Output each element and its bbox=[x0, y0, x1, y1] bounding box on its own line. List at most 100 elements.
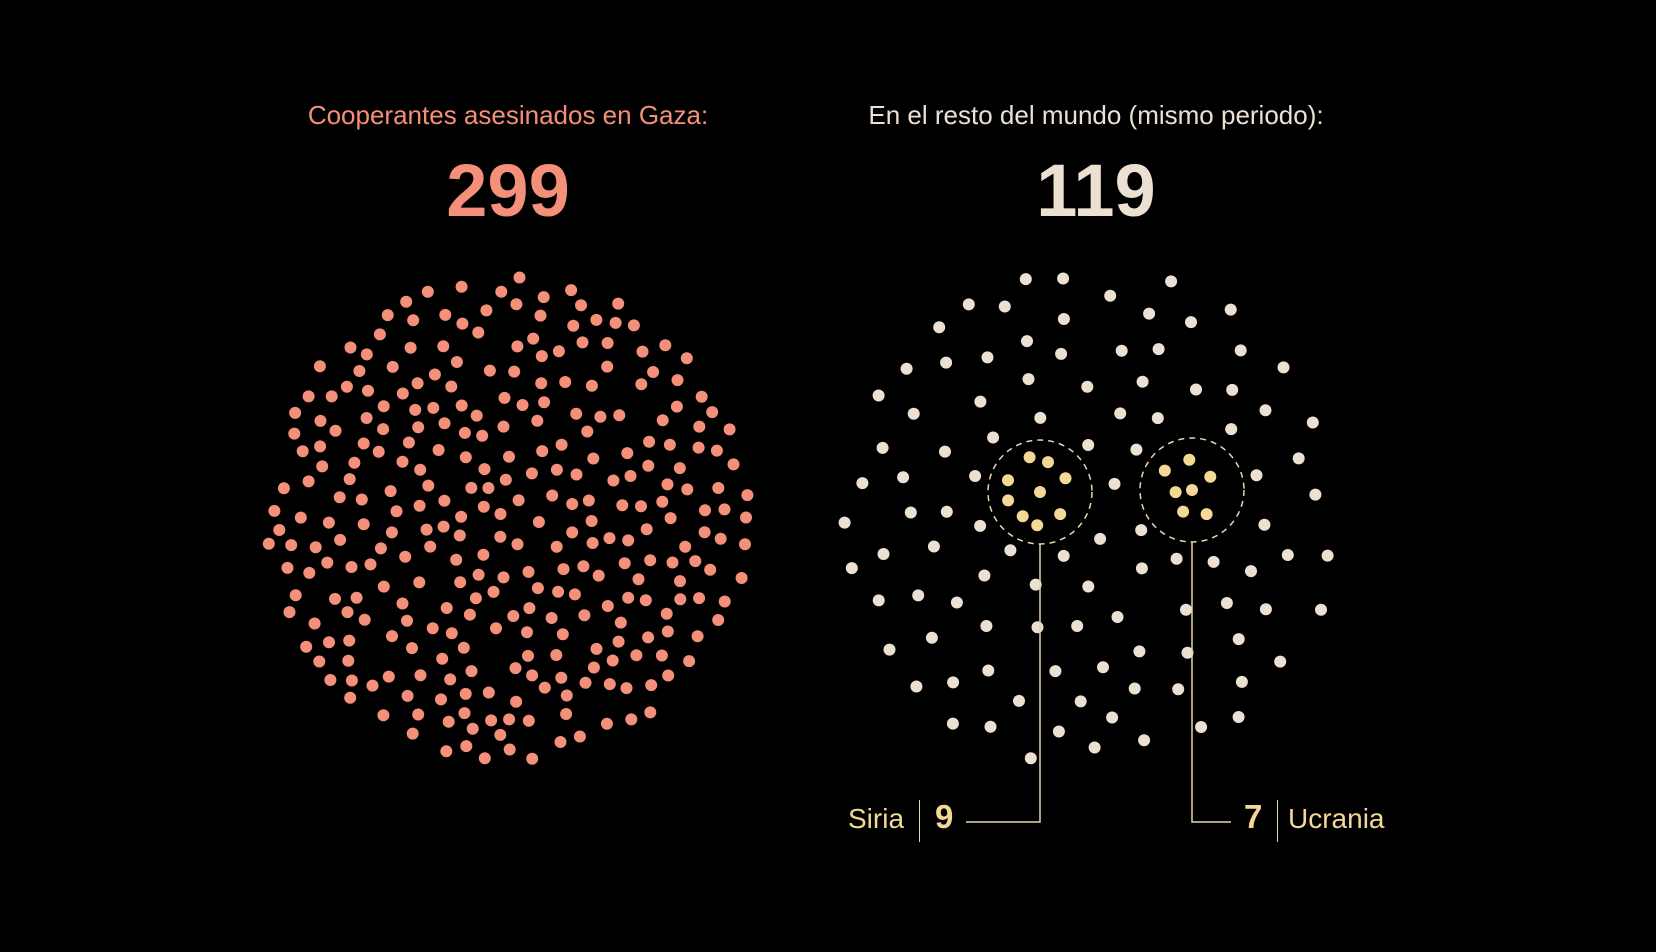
gaza-dot bbox=[428, 368, 441, 381]
gaza-dot bbox=[396, 455, 409, 468]
world-dot bbox=[1114, 407, 1127, 420]
gaza-dot bbox=[712, 482, 725, 494]
gaza-dot bbox=[509, 662, 522, 675]
gaza-dot bbox=[710, 444, 723, 457]
world-dot bbox=[1224, 303, 1237, 316]
gaza-dot bbox=[482, 482, 495, 494]
gaza-dot bbox=[511, 538, 524, 551]
gaza-dot bbox=[470, 409, 483, 422]
gaza-dot bbox=[469, 592, 482, 605]
world-dot bbox=[1277, 361, 1290, 374]
world-dot bbox=[1135, 562, 1148, 575]
gaza-dot bbox=[612, 635, 625, 648]
world-dot bbox=[1135, 524, 1148, 537]
gaza-dot bbox=[420, 523, 433, 536]
gaza-dot bbox=[575, 299, 587, 312]
gaza-dot bbox=[444, 673, 457, 686]
gaza-dot bbox=[663, 438, 676, 451]
siria-dot bbox=[1034, 486, 1046, 498]
world-dot bbox=[1226, 383, 1239, 396]
gaza-dot bbox=[655, 649, 668, 662]
gaza-dot bbox=[303, 566, 316, 579]
ucrania-dot bbox=[1200, 508, 1213, 521]
world-dot bbox=[1049, 665, 1062, 678]
world-dot bbox=[1111, 611, 1124, 623]
world-dot bbox=[1019, 273, 1032, 286]
gaza-dot bbox=[625, 713, 638, 726]
gaza-dot bbox=[587, 661, 600, 674]
world-dot bbox=[1195, 721, 1208, 733]
gaza-dot bbox=[673, 462, 686, 475]
siria-dot bbox=[1042, 456, 1054, 469]
world-dot bbox=[1082, 439, 1095, 451]
gaza-dot bbox=[458, 707, 471, 720]
gaza-dot bbox=[522, 649, 534, 662]
gaza-dot bbox=[487, 585, 500, 598]
gaza-dot bbox=[695, 390, 708, 403]
gaza-dot bbox=[289, 589, 302, 602]
gaza-dot bbox=[643, 435, 656, 448]
ucrania-count: 7 bbox=[1244, 798, 1263, 835]
world-dot bbox=[1136, 375, 1149, 388]
world-dot bbox=[1207, 555, 1220, 568]
gaza-dot bbox=[550, 649, 563, 661]
gaza-dot bbox=[578, 609, 591, 622]
gaza-dot bbox=[510, 298, 523, 311]
gaza-dot bbox=[531, 414, 544, 427]
world-dot bbox=[969, 470, 982, 482]
gaza-dot bbox=[581, 425, 594, 438]
world-dot bbox=[1097, 661, 1109, 674]
gaza-dot bbox=[570, 468, 583, 481]
gaza-dot bbox=[300, 640, 313, 653]
gaza-dot bbox=[343, 473, 356, 486]
siria-leader-line bbox=[966, 544, 1041, 823]
gaza-dot bbox=[522, 714, 535, 727]
gaza-dot bbox=[329, 424, 342, 437]
gaza-dot bbox=[550, 540, 563, 553]
world-dot bbox=[883, 643, 896, 656]
gaza-dot bbox=[459, 687, 472, 700]
world-dot bbox=[1082, 580, 1095, 593]
gaza-dot bbox=[636, 345, 649, 358]
gaza-dot bbox=[302, 390, 315, 403]
gaza-dot bbox=[465, 481, 478, 494]
gaza-dot bbox=[455, 280, 468, 293]
world-dot bbox=[1052, 725, 1065, 738]
gaza-dot bbox=[587, 452, 600, 465]
gaza-dot bbox=[538, 396, 551, 409]
gaza-dot bbox=[357, 518, 370, 531]
gaza-dot bbox=[345, 561, 358, 573]
world-dot bbox=[1235, 675, 1248, 688]
gaza-dot bbox=[323, 636, 335, 649]
siria-dot bbox=[1054, 508, 1067, 521]
world-dot bbox=[1232, 633, 1245, 646]
gaza-dot bbox=[666, 556, 679, 569]
gaza-dot bbox=[566, 526, 579, 539]
gaza-dot bbox=[497, 571, 510, 584]
gaza-dot bbox=[384, 485, 397, 498]
gaza-dot bbox=[450, 553, 463, 566]
gaza-dot bbox=[480, 304, 493, 317]
world-dot bbox=[980, 620, 993, 632]
gaza-dot bbox=[513, 271, 526, 284]
world-dot bbox=[1057, 549, 1070, 562]
world-dot bbox=[1074, 695, 1087, 708]
siria-dot bbox=[1016, 510, 1029, 523]
gaza-dot bbox=[508, 365, 521, 378]
gaza-dot bbox=[353, 365, 366, 377]
gaza-dot bbox=[585, 515, 598, 527]
gaza-dot bbox=[466, 722, 479, 735]
gaza-dot bbox=[691, 630, 704, 643]
gaza-dot bbox=[438, 417, 451, 430]
gaza-dot bbox=[455, 399, 468, 412]
gaza-dot bbox=[344, 341, 357, 354]
gaza-dot bbox=[704, 563, 717, 576]
world-dot bbox=[1220, 597, 1233, 609]
gaza-dot bbox=[681, 483, 694, 496]
gaza-dot bbox=[601, 337, 614, 349]
gaza-dot bbox=[622, 591, 635, 604]
ucrania-separator bbox=[1277, 800, 1278, 842]
gaza-dot bbox=[523, 602, 536, 615]
gaza-dot bbox=[579, 676, 592, 689]
